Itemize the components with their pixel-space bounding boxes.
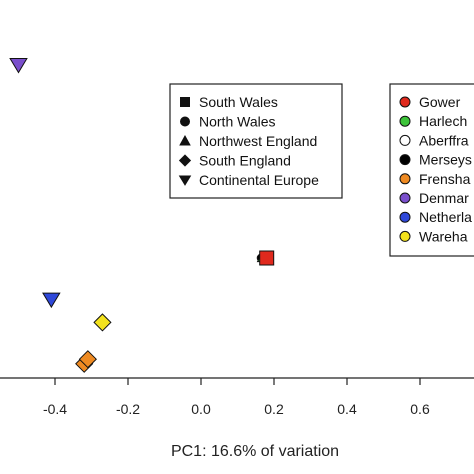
- shape-legend-marker: [179, 135, 191, 146]
- color-legend-swatch: [399, 211, 411, 223]
- color-legend-label: Aberffra: [419, 132, 469, 148]
- data-points: [9, 58, 275, 373]
- color-legend-label: Wareha: [419, 228, 468, 244]
- x-tick-label: -0.2: [116, 401, 140, 417]
- x-axis-label: PC1: 16.6% of variation: [171, 443, 339, 460]
- shape-legend-label: Continental Europe: [199, 172, 319, 188]
- shape-legend-marker: [178, 154, 192, 167]
- shape-legend-label: South England: [199, 153, 291, 169]
- data-point: [259, 250, 275, 266]
- data-point: [9, 58, 28, 74]
- x-tick-label: 0.2: [264, 401, 284, 417]
- color-legend-label: Netherla: [419, 209, 472, 225]
- data-point: [78, 350, 97, 369]
- color-legend-label: Harlech: [419, 113, 467, 129]
- color-legend-swatch: [399, 173, 411, 185]
- data-point: [93, 313, 112, 332]
- x-tick-label: 0.0: [191, 401, 211, 417]
- x-tick-label: 0.6: [410, 401, 430, 417]
- shape-legend-marker: [180, 97, 190, 107]
- color-legend-swatch: [399, 154, 411, 166]
- color-legend-swatch: [399, 192, 411, 204]
- shape-legend-label: North Wales: [199, 114, 276, 130]
- shape-legend-box: [169, 83, 343, 199]
- shape-legend-label: South Wales: [199, 94, 278, 110]
- color-legend-label: Merseys: [419, 152, 472, 168]
- shape-legend-marker: [180, 116, 190, 127]
- plot-area: -0.4 -0.2 0.0 0.2 0.4 0.6: [0, 58, 474, 417]
- color-legend-label: Frensha: [419, 171, 471, 187]
- shape-legend: South Wales North Wales Northwest England S…: [169, 83, 343, 199]
- shape-legend-marker: [178, 175, 192, 186]
- color-legend-swatch: [399, 134, 411, 146]
- x-tick-label: -0.4: [43, 401, 67, 417]
- x-tick-label: 0.4: [337, 401, 357, 417]
- color-legend-label: Gower: [419, 94, 461, 110]
- color-legend-swatch: [399, 230, 411, 242]
- color-legend: Gower Harlech Aberffra Merseys Frensha Denmar…: [389, 83, 474, 257]
- color-legend-swatch: [399, 115, 411, 127]
- data-point: [42, 292, 61, 309]
- color-legend-box: [389, 83, 474, 257]
- color-legend-swatch: [399, 96, 411, 108]
- color-legend-label: Denmar: [419, 190, 469, 206]
- x-ticks: -0.4 -0.2 0.0 0.2 0.4 0.6: [43, 378, 430, 417]
- shape-legend-label: Northwest England: [199, 133, 317, 149]
